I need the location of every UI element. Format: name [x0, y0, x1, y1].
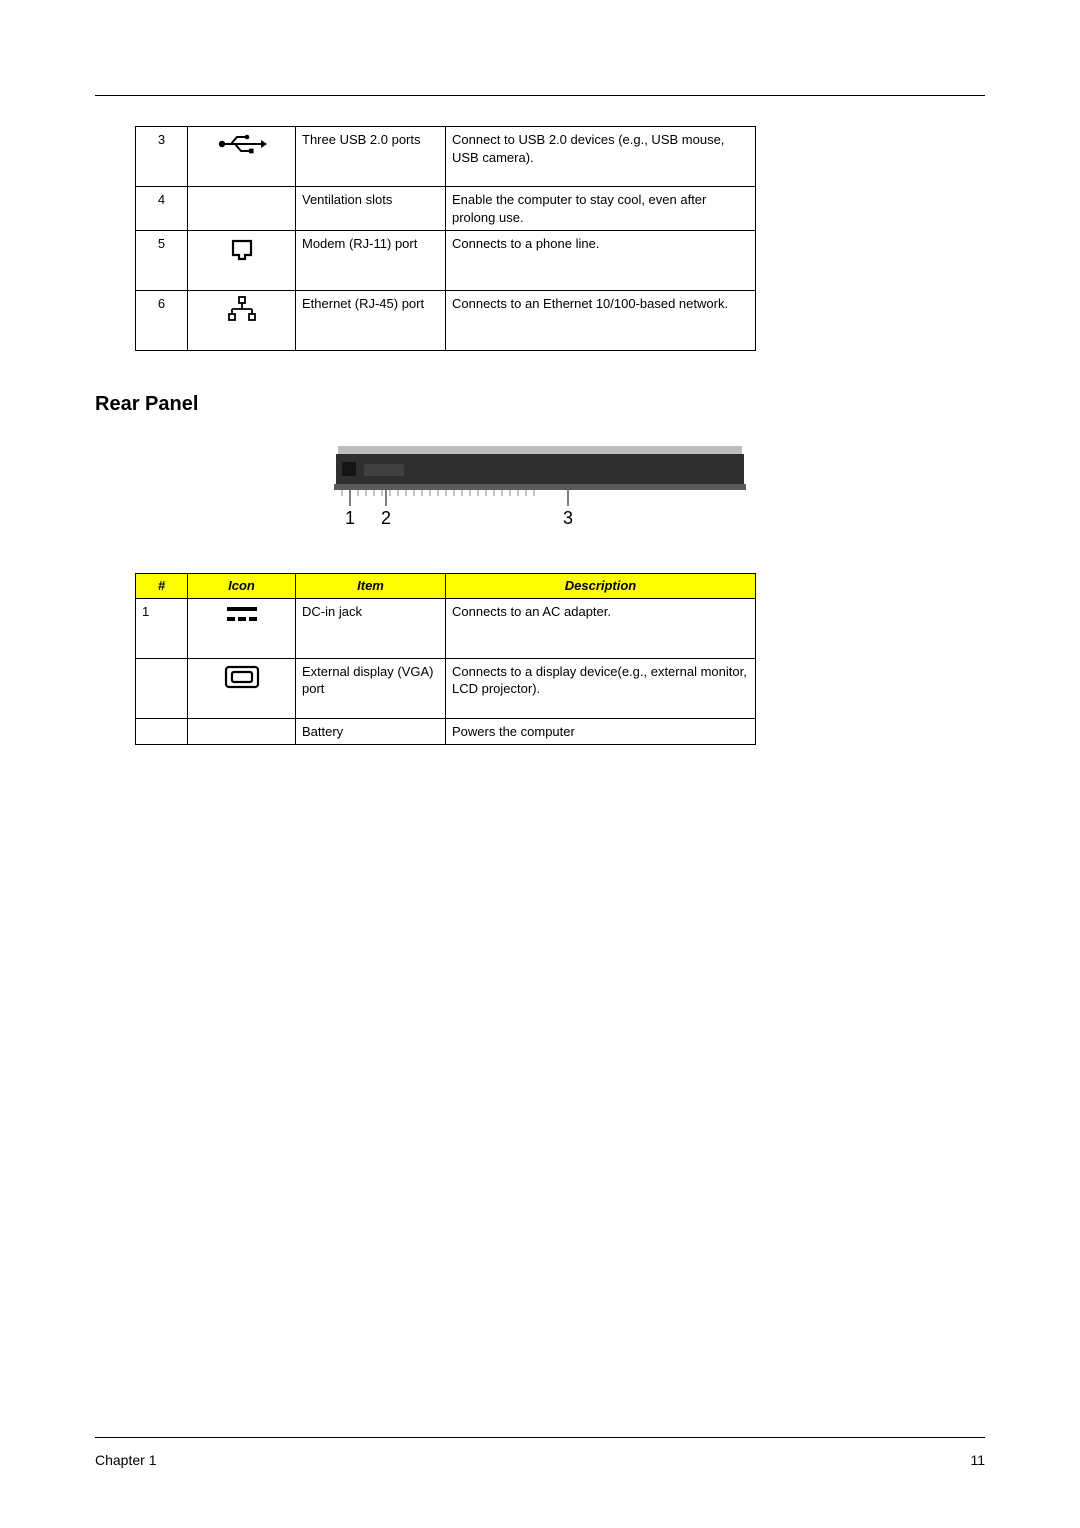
row-item: Ethernet (RJ-45) port — [296, 291, 446, 351]
row-item: DC-in jack — [296, 598, 446, 658]
table-row: 6 Ethernet (RJ-45) port Connects to an E… — [136, 291, 756, 351]
row-num — [136, 658, 188, 718]
table-header-row: # Icon Item Description — [136, 574, 756, 599]
row-num: 6 — [136, 291, 188, 351]
row-num — [136, 718, 188, 745]
dc-in-icon — [188, 598, 296, 658]
table-row: 4 Ventilation slots Enable the computer … — [136, 187, 756, 231]
col-header-icon: Icon — [188, 574, 296, 599]
callout-3: 3 — [563, 508, 573, 528]
row-num: 5 — [136, 231, 188, 291]
table-row: 1 DC-in jack Connects to an AC adapter. — [136, 598, 756, 658]
callout-2: 2 — [381, 508, 391, 528]
table-rear-panel: # Icon Item Description 1 DC-in jack — [135, 573, 756, 745]
row-item: External display (VGA) port — [296, 658, 446, 718]
table-row: Battery Powers the computer — [136, 718, 756, 745]
page-footer: Chapter 1 11 — [95, 1437, 985, 1468]
row-desc: Powers the computer — [446, 718, 756, 745]
row-num: 3 — [136, 127, 188, 187]
row-num: 1 — [136, 598, 188, 658]
table-row: 5 Modem (RJ-11) port Connects to a phone… — [136, 231, 756, 291]
row-item: Modem (RJ-11) port — [296, 231, 446, 291]
row-desc: Connects to a display device(e.g., exter… — [446, 658, 756, 718]
row-item: Three USB 2.0 ports — [296, 127, 446, 187]
footer-right: 11 — [970, 1452, 985, 1468]
top-rule — [95, 95, 985, 96]
blank-icon — [188, 187, 296, 231]
blank-icon — [188, 718, 296, 745]
row-desc: Connects to an Ethernet 10/100-based net… — [446, 291, 756, 351]
col-header-desc: Description — [446, 574, 756, 599]
col-header-num: # — [136, 574, 188, 599]
section-heading: Rear Panel — [95, 393, 985, 416]
table-row: External display (VGA) port Connects to … — [136, 658, 756, 718]
rj45-icon — [188, 291, 296, 351]
vga-icon — [188, 658, 296, 718]
callout-1: 1 — [345, 508, 355, 528]
usb-icon — [188, 127, 296, 187]
row-desc: Connects to a phone line. — [446, 231, 756, 291]
table-row: 3 Three USB 2.0 ports Connect to USB 2.0… — [136, 127, 756, 187]
row-num: 4 — [136, 187, 188, 231]
row-desc: Connects to an AC adapter. — [446, 598, 756, 658]
rear-panel-figure: 1 2 3 — [95, 440, 985, 533]
row-item: Battery — [296, 718, 446, 745]
col-header-item: Item — [296, 574, 446, 599]
row-item: Ventilation slots — [296, 187, 446, 231]
row-desc: Connect to USB 2.0 devices (e.g., USB mo… — [446, 127, 756, 187]
row-desc: Enable the computer to stay cool, even a… — [446, 187, 756, 231]
rj11-icon — [188, 231, 296, 291]
footer-left: Chapter 1 — [95, 1452, 156, 1468]
table-ports-continued: 3 Three USB 2.0 ports Connect to USB 2.0… — [135, 126, 756, 351]
